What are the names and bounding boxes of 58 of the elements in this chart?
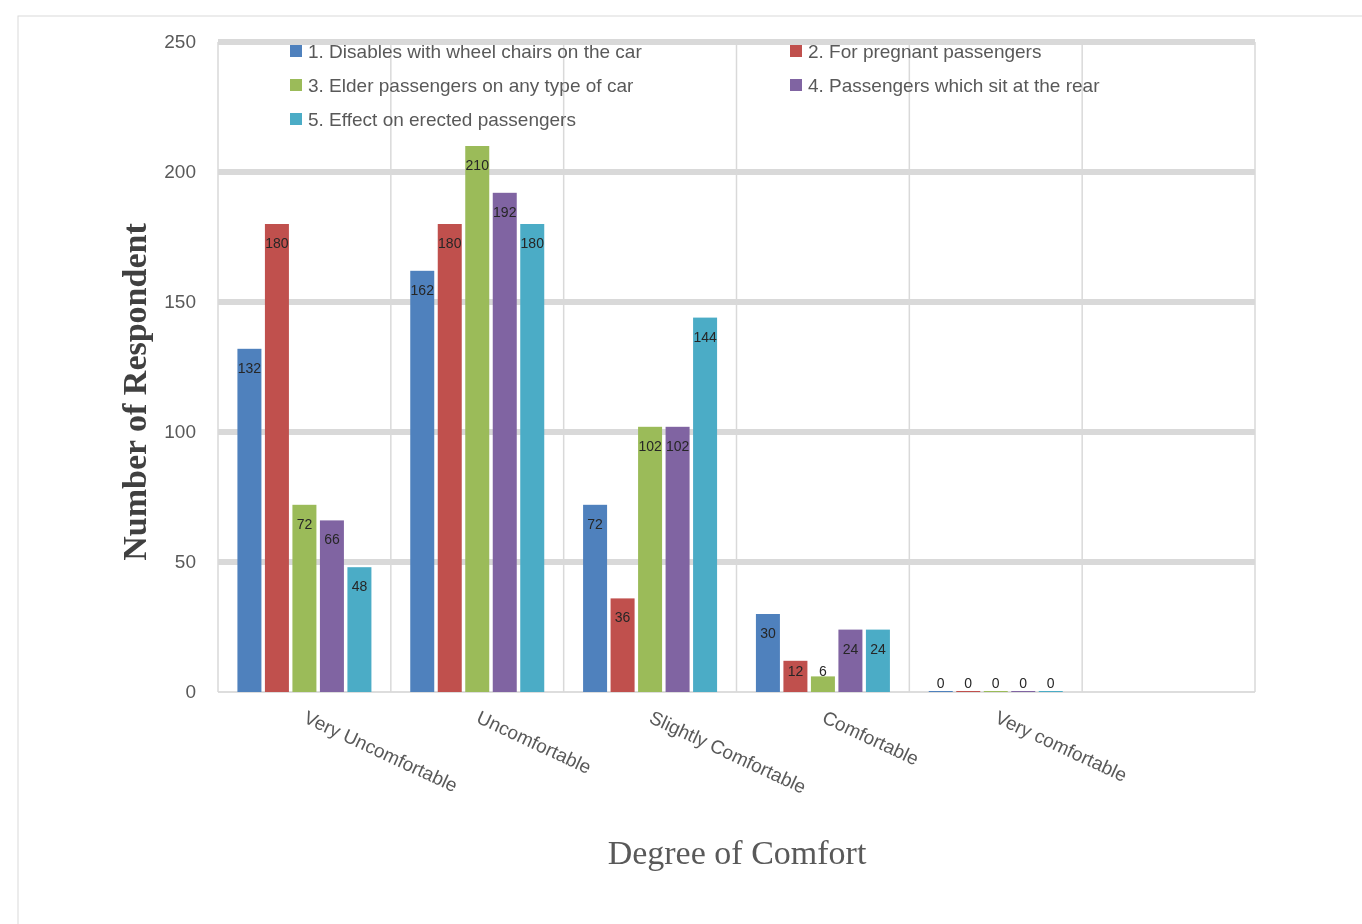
y-tick-label: 50 (174, 551, 196, 572)
bar (492, 192, 517, 692)
legend-label: 5. Effect on erected passengers (308, 109, 576, 130)
bar (755, 614, 780, 692)
bar (838, 629, 863, 692)
data-label: 210 (465, 157, 490, 173)
data-label: 102 (665, 437, 690, 454)
bar (638, 426, 663, 692)
bar (810, 676, 835, 692)
y-tick-label: 200 (164, 161, 196, 182)
bar (693, 317, 718, 692)
legend-label: 1. Disables with wheel chairs on the car (308, 41, 643, 62)
bar (520, 224, 545, 692)
data-label: 24 (842, 640, 859, 657)
data-label: 24 (870, 640, 886, 657)
data-label: 48 (351, 578, 368, 595)
data-label: 66 (324, 531, 340, 548)
data-label: 0 (1046, 675, 1055, 691)
bar (264, 224, 289, 692)
data-label: 0 (964, 675, 973, 691)
bar (237, 348, 262, 692)
y-tick-label: 0 (185, 681, 196, 702)
y-axis-title: Number of Respondent (116, 222, 153, 561)
data-label: 192 (493, 203, 517, 220)
bar (665, 426, 690, 692)
data-label: 6 (819, 663, 828, 679)
bar (783, 660, 808, 692)
data-label: 132 (237, 359, 262, 376)
y-tick-label: 250 (164, 31, 196, 52)
data-label: 180 (265, 235, 289, 251)
data-label: 162 (410, 281, 435, 298)
data-label: 36 (614, 609, 631, 626)
bar (292, 504, 317, 692)
data-label: 12 (787, 663, 804, 679)
legend-label: 3. Elder passengers on any type of car (308, 75, 634, 96)
bar (319, 520, 344, 692)
data-label: 102 (638, 437, 662, 454)
y-tick-label: 100 (164, 421, 196, 442)
data-label: 30 (760, 625, 776, 641)
bar (583, 504, 608, 692)
data-label: 180 (438, 235, 462, 251)
y-tick-label: 150 (164, 291, 196, 312)
data-label: 0 (936, 675, 945, 691)
bar (437, 224, 462, 692)
legend-label: 4. Passengers which sit at the rear (808, 75, 1101, 96)
data-label: 72 (587, 515, 604, 532)
bar (347, 567, 372, 692)
x-axis-title: Degree of Comfort (607, 834, 867, 871)
data-label: 180 (520, 235, 545, 251)
legend-label: 2. For pregnant passengers (808, 41, 1042, 62)
bar (410, 270, 435, 692)
data-label: 0 (1019, 675, 1028, 691)
data-label: 144 (693, 328, 717, 345)
data-label: 0 (991, 675, 1000, 691)
bar (465, 146, 490, 692)
bar (865, 629, 890, 692)
bar (610, 598, 635, 692)
data-label: 72 (296, 515, 313, 532)
